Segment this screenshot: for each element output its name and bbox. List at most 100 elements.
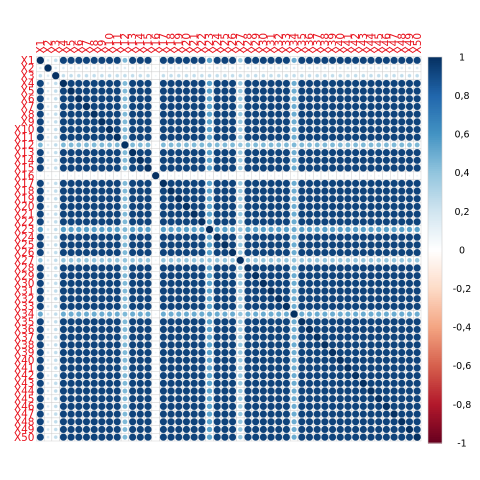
- correlation-circle: [90, 102, 99, 111]
- correlation-circle: [144, 325, 152, 334]
- correlation-circle: [413, 210, 422, 219]
- correlation-circle: [297, 410, 306, 418]
- correlation-circle: [321, 264, 329, 272]
- correlation-circle: [291, 280, 297, 287]
- correlation-circle: [108, 174, 111, 177]
- correlation-circle: [67, 425, 75, 434]
- correlation-circle: [230, 73, 235, 78]
- correlation-circle: [321, 371, 329, 380]
- correlation-circle: [267, 402, 275, 411]
- correlation-circle: [267, 87, 275, 95]
- correlation-circle: [159, 133, 168, 142]
- correlation-circle: [390, 325, 398, 334]
- correlation-circle: [154, 435, 157, 439]
- correlation-circle: [159, 248, 168, 257]
- correlation-circle: [291, 418, 297, 425]
- correlation-circle: [59, 248, 68, 257]
- correlation-circle: [391, 257, 397, 263]
- correlation-circle: [237, 234, 243, 240]
- correlation-circle: [167, 87, 175, 95]
- correlation-circle: [53, 388, 58, 394]
- correlation-circle: [137, 142, 144, 148]
- correlation-circle: [122, 411, 128, 417]
- correlation-circle: [90, 264, 99, 272]
- correlation-circle: [359, 402, 368, 411]
- correlation-circle: [98, 264, 106, 272]
- correlation-circle: [197, 417, 206, 426]
- correlation-circle: [382, 187, 391, 195]
- correlation-circle: [74, 287, 83, 295]
- correlation-circle: [67, 179, 75, 188]
- correlation-circle: [367, 210, 375, 219]
- correlation-circle: [336, 317, 345, 326]
- correlation-circle: [238, 66, 242, 70]
- correlation-circle: [344, 79, 352, 88]
- correlation-circle: [213, 371, 222, 380]
- correlation-circle: [374, 148, 383, 157]
- correlation-circle: [413, 233, 422, 242]
- correlation-circle: [59, 271, 68, 280]
- correlation-circle: [36, 210, 45, 219]
- correlation-circle: [305, 194, 314, 203]
- correlation-circle: [154, 235, 157, 239]
- correlation-circle: [113, 187, 122, 195]
- correlation-circle: [336, 110, 345, 119]
- correlation-circle: [174, 325, 183, 334]
- correlation-circle: [207, 73, 212, 78]
- correlation-circle: [336, 164, 345, 172]
- correlation-circle: [244, 94, 252, 103]
- correlation-circle: [190, 394, 199, 403]
- correlation-circle: [251, 294, 260, 303]
- correlation-circle: [197, 87, 206, 95]
- correlation-circle: [128, 133, 137, 142]
- correlation-circle: [413, 87, 422, 95]
- correlation-circle: [113, 325, 122, 334]
- correlation-circle: [359, 125, 368, 134]
- correlation-circle: [292, 66, 296, 70]
- correlation-circle: [305, 264, 314, 272]
- correlation-circle: [237, 188, 243, 194]
- correlation-circle: [344, 379, 352, 388]
- correlation-circle: [297, 194, 306, 203]
- correlation-circle: [84, 66, 89, 70]
- correlation-circle: [367, 79, 375, 88]
- correlation-circle: [244, 118, 252, 126]
- correlation-circle: [382, 210, 391, 219]
- correlation-circle: [321, 433, 329, 442]
- correlation-circle: [382, 356, 391, 365]
- correlation-circle: [274, 356, 283, 365]
- correlation-circle: [413, 133, 422, 142]
- correlation-circle: [199, 73, 204, 78]
- correlation-circle: [336, 341, 345, 349]
- correlation-circle: [274, 79, 283, 88]
- correlation-circle: [228, 164, 237, 172]
- correlation-circle: [291, 126, 297, 133]
- correlation-circle: [136, 425, 145, 434]
- correlation-circle: [90, 341, 99, 349]
- correlation-circle: [122, 349, 128, 356]
- correlation-circle: [190, 125, 199, 134]
- correlation-circle: [213, 118, 222, 126]
- correlation-circle: [406, 226, 413, 233]
- correlation-circle: [283, 257, 290, 263]
- correlation-circle: [237, 134, 243, 140]
- correlation-circle: [382, 110, 391, 119]
- correlation-circle: [344, 264, 352, 272]
- correlation-circle: [251, 341, 260, 349]
- correlation-circle: [344, 194, 352, 203]
- correlation-circle: [182, 333, 191, 342]
- correlation-circle: [53, 250, 58, 255]
- correlation-circle: [267, 417, 275, 426]
- correlation-circle: [343, 363, 352, 372]
- correlation-circle: [305, 425, 314, 434]
- correlation-circle: [46, 373, 50, 378]
- correlation-circle: [259, 179, 268, 188]
- correlation-circle: [213, 202, 222, 211]
- correlation-circle: [228, 194, 237, 203]
- correlation-circle: [144, 356, 152, 365]
- correlation-circle: [228, 294, 237, 303]
- correlation-circle: [376, 73, 381, 78]
- correlation-circle: [390, 302, 398, 311]
- correlation-circle: [197, 210, 206, 219]
- correlation-circle: [98, 341, 106, 349]
